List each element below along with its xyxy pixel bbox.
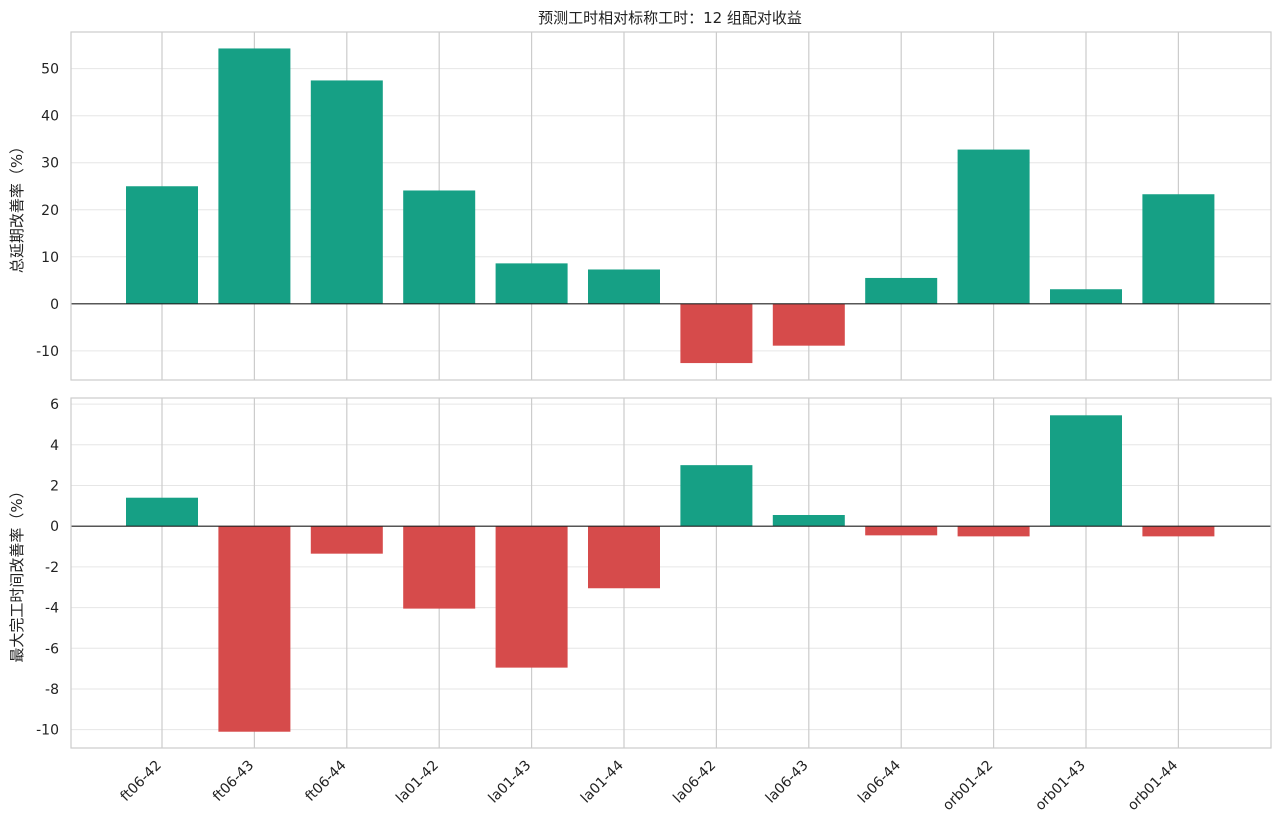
y-tick-label: 0 [50, 519, 59, 535]
x-tick-label: orb01-43 [1032, 758, 1088, 814]
y-tick-label: 2 [50, 479, 59, 495]
x-tick-label: la01-44 [578, 757, 627, 806]
y-tick-label: 50 [41, 62, 59, 78]
x-tick-label: ft06-44 [302, 757, 349, 804]
x-tick-label: la06-43 [763, 758, 812, 807]
y-tick-label: 30 [41, 156, 59, 172]
y-tick-label: 40 [41, 109, 59, 125]
x-tick-label: orb01-42 [940, 758, 996, 814]
bar-la06-42 [680, 465, 753, 527]
bar-orb01-43 [1050, 289, 1122, 304]
y-tick-label: -10 [36, 344, 59, 360]
bar-la06-44 [865, 277, 938, 304]
bar-orb01-44 [1142, 194, 1215, 304]
bar-la01-43 [495, 526, 568, 668]
bar-la01-42 [403, 526, 476, 609]
bar-orb01-42 [957, 149, 1030, 304]
y-tick-label: 4 [50, 438, 59, 454]
x-tick-labels: ft06-42 ft06-43 ft06-44 la01-42 la01-43 la01-… [118, 757, 1182, 814]
x-tick-label: la06-44 [855, 757, 904, 806]
panel-total-delay: -10 0 10 20 30 40 50 总延期改善率（%） [8, 31, 1272, 381]
x-tick-label: la06-42 [670, 758, 719, 807]
bar-ft06-44 [310, 80, 383, 304]
x-tick-label: la01-42 [393, 758, 442, 807]
bar-la01-44 [588, 526, 660, 589]
y-tick-label: 0 [50, 297, 59, 313]
x-tick-label: la01-43 [486, 758, 535, 807]
bar-ft06-42 [126, 497, 198, 527]
bar-la06-43 [772, 303, 845, 346]
bar-la01-43 [495, 263, 568, 304]
y-tick-label: -10 [36, 723, 59, 739]
bar-la01-42 [403, 190, 476, 304]
bar-ft06-43 [218, 48, 291, 304]
bar-ft06-42 [126, 186, 198, 304]
bar-ft06-44 [310, 526, 383, 554]
y-tick-label: -6 [45, 641, 59, 657]
panel-makespan: -10 -8 -6 -4 -2 0 2 4 6 最大完工时间改善率（%） [8, 397, 1272, 749]
bar-orb01-43 [1050, 415, 1122, 527]
y-tick-label: 10 [41, 250, 59, 266]
y-axis-title: 最大完工时间改善率（%） [8, 483, 26, 662]
bar-orb01-42 [957, 526, 1030, 537]
bar-orb01-44 [1142, 526, 1215, 537]
bar-la06-42 [680, 303, 753, 364]
x-tick-label: orb01-44 [1125, 757, 1182, 814]
x-tick-label: ft06-42 [118, 758, 165, 805]
plot-frame [70, 31, 1272, 381]
y-axis-title: 总延期改善率（%） [8, 139, 26, 273]
y-tick-label: -4 [45, 601, 59, 617]
y-tick-label: -2 [45, 560, 59, 576]
y-tick-label: 6 [50, 397, 59, 413]
bar-la01-44 [588, 269, 660, 304]
y-tick-label: -8 [45, 682, 59, 698]
y-tick-label: 20 [41, 203, 59, 219]
bar-ft06-43 [218, 526, 291, 732]
chart-title: 预测工时相对标称工时：12 组配对收益 [538, 9, 802, 27]
bar-la06-44 [865, 526, 938, 536]
plot-frame [70, 397, 1272, 749]
bar-la06-43 [772, 515, 845, 527]
x-tick-label: ft06-43 [210, 758, 257, 805]
